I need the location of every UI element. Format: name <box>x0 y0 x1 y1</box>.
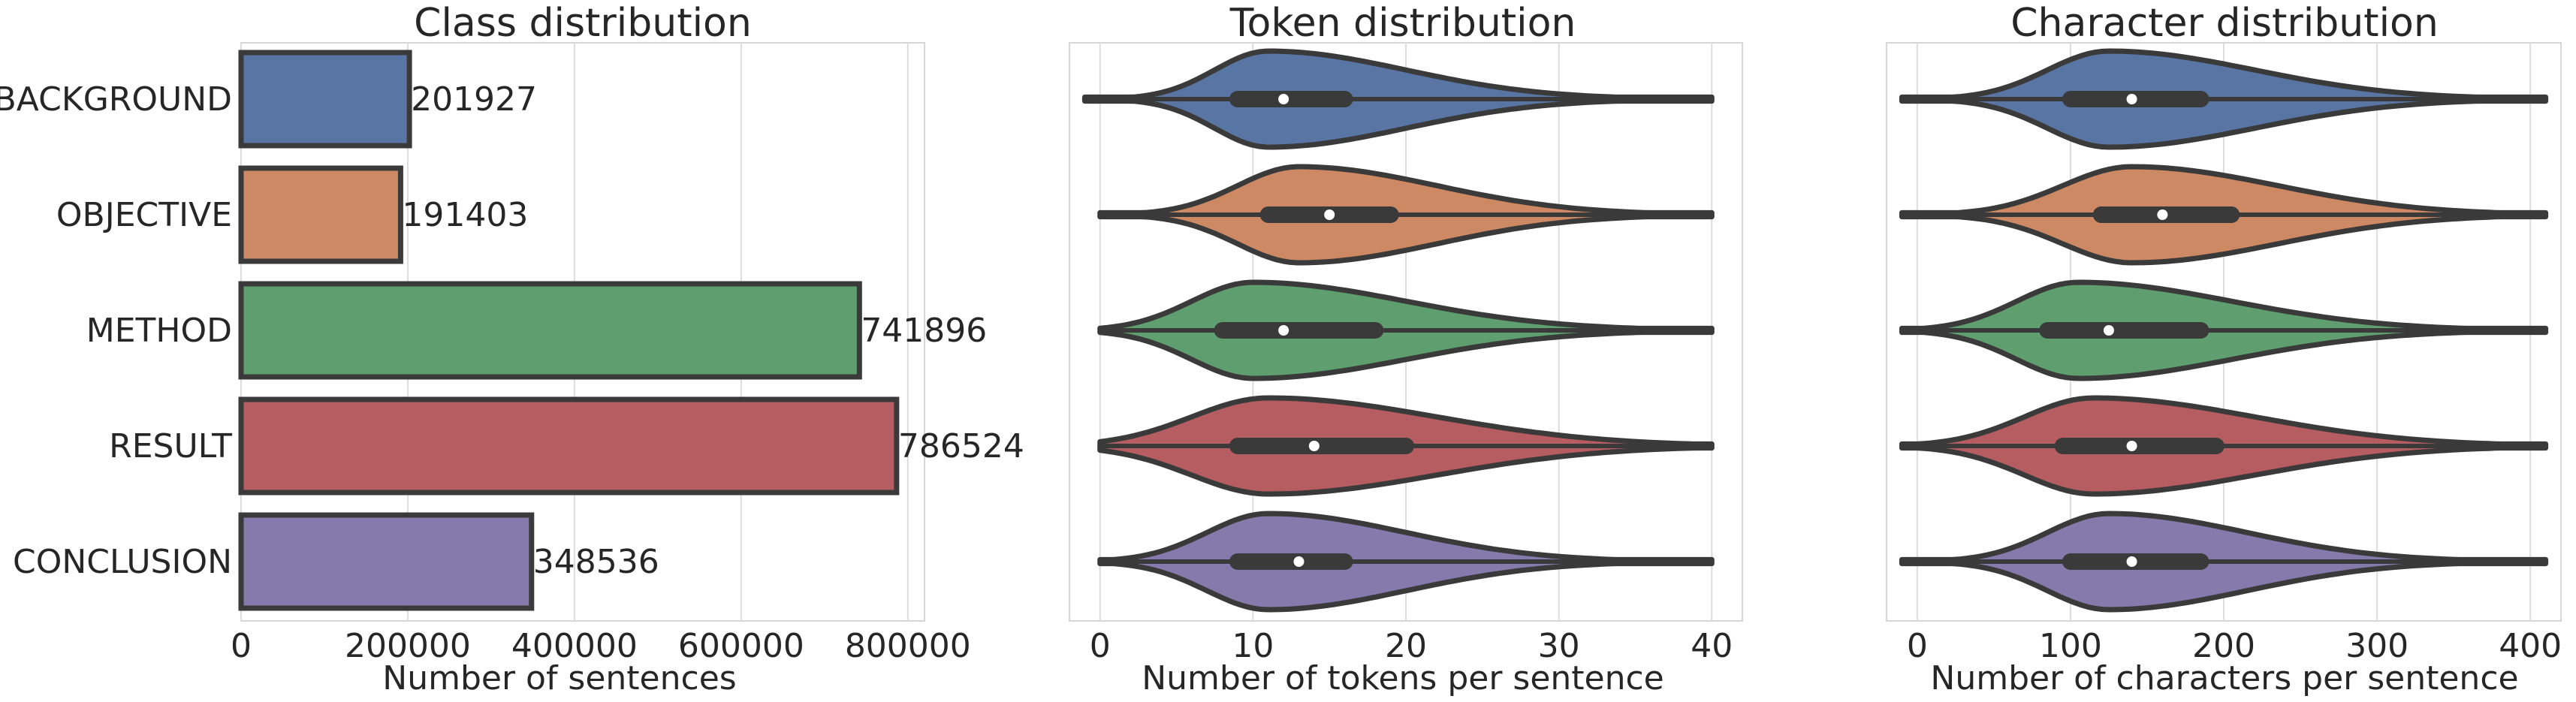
x-tick-label: 200 <box>2192 627 2255 665</box>
x-tick-label: 800000 <box>845 627 971 665</box>
chart-title: Token distribution <box>1229 1 1576 46</box>
bar-value-label: 191403 <box>402 196 528 234</box>
x-tick-label: 30 <box>1538 627 1580 665</box>
chart-title: Character distribution <box>2010 1 2439 46</box>
x-tick-label: 0 <box>231 627 252 665</box>
violin-median <box>1308 441 1320 451</box>
x-tick-label: 400000 <box>511 627 638 665</box>
bar-value-label: 786524 <box>898 427 1024 465</box>
bar-value-label: 348536 <box>533 543 659 581</box>
x-tick-label: 200000 <box>345 627 471 665</box>
x-tick-label: 40 <box>1691 627 1733 665</box>
violin-median <box>2103 325 2114 336</box>
bar-background <box>238 50 412 149</box>
token-distribution-chart: Token distribution Number of tokens per … <box>1069 1 1743 697</box>
violin-median <box>2126 556 2137 567</box>
violin-median <box>1324 209 1335 220</box>
bar-method <box>238 281 862 380</box>
x-axis-label: Number of tokens per sentence <box>1142 659 1664 697</box>
violin-median <box>1278 325 1290 336</box>
x-tick-label: 0 <box>1090 627 1111 665</box>
class-distribution-chart: Class distribution Number of sentences 0… <box>0 1 1024 697</box>
y-tick-label: RESULT <box>109 427 232 465</box>
character-distribution-chart: Character distribution Number of charact… <box>1886 1 2562 697</box>
x-tick-label: 0 <box>1907 627 1928 665</box>
x-tick-label: 20 <box>1385 627 1427 665</box>
y-tick-label: OBJECTIVE <box>56 196 232 234</box>
x-tick-label: 10 <box>1232 627 1274 665</box>
y-tick-label: BACKGROUND <box>0 80 232 119</box>
y-tick-label: METHOD <box>86 312 232 350</box>
x-tick-label: 100 <box>2039 627 2102 665</box>
bar-value-label: 741896 <box>861 312 987 350</box>
x-tick-label: 300 <box>2345 627 2409 665</box>
x-tick-label: 400 <box>2499 627 2562 665</box>
violin-median <box>1293 556 1305 567</box>
x-axis-label: Number of characters per sentence <box>1930 659 2518 697</box>
bar-conclusion <box>238 512 535 611</box>
violin-median <box>2126 94 2137 104</box>
y-tick-label: CONCLUSION <box>13 543 232 581</box>
bar-objective <box>238 165 403 264</box>
chart-title: Class distribution <box>414 1 752 46</box>
violin-median <box>2157 209 2168 220</box>
violin-median <box>2126 441 2137 451</box>
x-axis-label: Number of sentences <box>382 659 736 697</box>
x-tick-label: 600000 <box>678 627 804 665</box>
violin-median <box>1278 94 1290 104</box>
bar-value-label: 201927 <box>411 80 537 119</box>
bar-result <box>238 396 900 496</box>
